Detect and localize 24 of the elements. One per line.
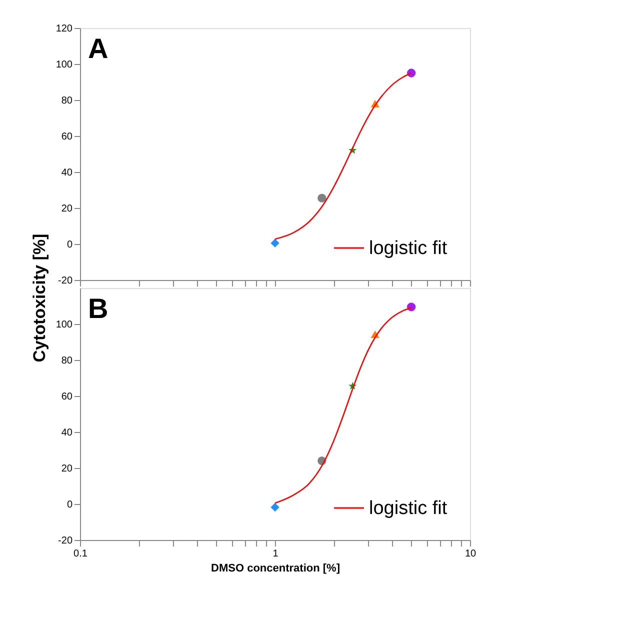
y-tick-label: -20 [58, 536, 73, 546]
x-axis-title: DMSO concentration [%] [211, 562, 340, 574]
y-tick-label: 60 [61, 392, 73, 402]
y-tick-label: 60 [61, 132, 73, 142]
y-tick-label: 80 [61, 96, 73, 106]
y-tick-label: 0 [66, 240, 73, 250]
legend-label: logistic fit [369, 498, 448, 519]
y-tick-label: 0 [66, 500, 73, 510]
x-tick-label: 10 [464, 548, 476, 560]
x-tick-label: 1 [272, 548, 279, 560]
y-tick-label: 100 [56, 320, 73, 330]
y-tick-label: 100 [56, 60, 73, 70]
annotation: B [88, 293, 108, 324]
annotation: A [88, 33, 108, 64]
y-tick-label: 40 [61, 428, 73, 438]
y-tick-label: 20 [61, 204, 73, 214]
y-tick-label: 120 [56, 24, 73, 34]
y-axis-title: Cytotoxicity [%] [30, 234, 49, 362]
y-tick-label: 20 [61, 464, 73, 474]
y-tick-label: 40 [61, 168, 73, 178]
legend-label: logistic fit [369, 238, 448, 259]
x-tick-label: 0.1 [74, 548, 88, 560]
y-tick-label: -20 [58, 276, 73, 286]
y-tick-label: 80 [61, 356, 73, 366]
